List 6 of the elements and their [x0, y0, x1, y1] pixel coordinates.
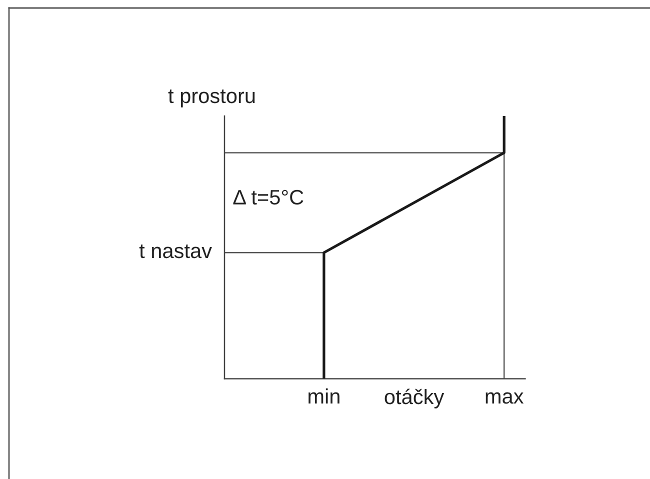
x-axis-title: otáčky [384, 388, 444, 408]
ref-line-label: t nastav [139, 244, 212, 258]
x-tick-label: min [308, 388, 340, 404]
y-axis-title: t prostoru [168, 90, 255, 108]
x-tick-label: max [486, 392, 524, 404]
annotation: Δ t=5°C [233, 190, 304, 205]
